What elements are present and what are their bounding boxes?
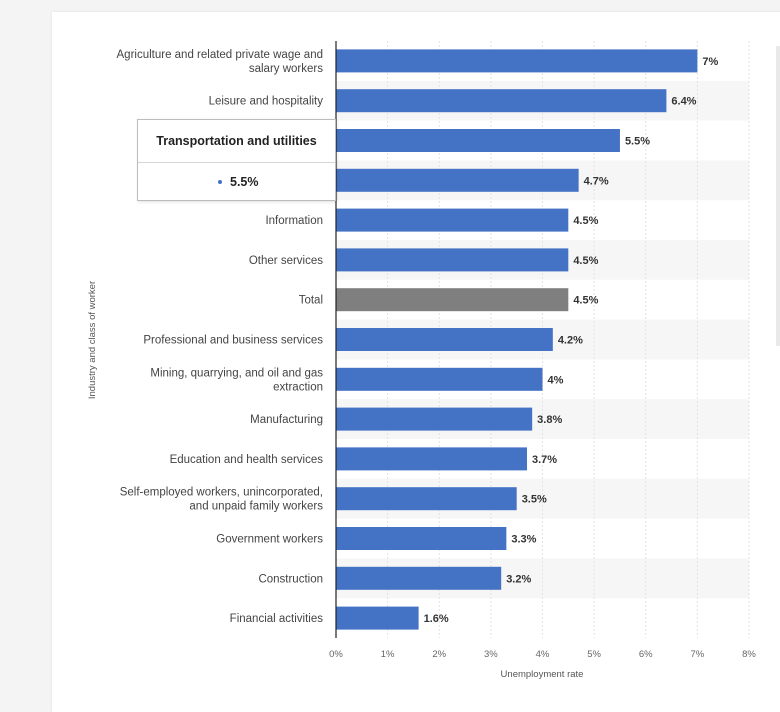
bar[interactable] (336, 447, 528, 471)
category-label: extraction (273, 381, 323, 393)
series-dot-icon (218, 180, 222, 184)
value-label: 3.3% (511, 534, 536, 546)
category-label: Other services (249, 255, 323, 267)
value-label: 1.6% (424, 613, 449, 625)
x-tick-label: 8% (742, 649, 756, 660)
x-tick-label: 4% (536, 649, 550, 660)
x-tick-label: 5% (587, 649, 601, 660)
value-label: 5.5% (625, 136, 650, 148)
bar[interactable] (336, 407, 533, 431)
bar[interactable] (336, 49, 698, 73)
category-label: Mining, quarrying, and oil and gas (150, 367, 323, 379)
side-panel-edge (776, 46, 780, 346)
value-label: 4.2% (558, 335, 583, 347)
bar[interactable] (336, 527, 507, 550)
bar[interactable] (336, 248, 569, 272)
bar[interactable] (336, 367, 543, 391)
x-tick-label: 6% (639, 649, 653, 660)
value-label: 4.5% (573, 255, 598, 267)
category-label: Total (299, 295, 323, 307)
bar[interactable] (336, 208, 569, 232)
category-label: Leisure and hospitality (209, 96, 324, 108)
value-label: 6.4% (671, 96, 696, 108)
category-label: Construction (258, 573, 323, 585)
category-label: salary workers (249, 63, 323, 75)
value-label: 4.5% (573, 295, 598, 307)
value-label: 3.7% (532, 454, 557, 466)
bar[interactable] (336, 168, 579, 192)
bar[interactable] (336, 129, 620, 152)
tooltip-value: 5.5% (230, 175, 259, 189)
bar[interactable] (336, 606, 419, 630)
x-axis-title: Unemployment rate (501, 669, 584, 680)
tooltip: Transportation and utilities 5.5% (137, 119, 336, 201)
category-label: Manufacturing (250, 414, 323, 426)
x-tick-label: 2% (432, 649, 446, 660)
x-tick-label: 0% (329, 649, 343, 660)
value-label: 3.8% (537, 414, 562, 426)
x-tick-label: 7% (691, 649, 705, 660)
y-axis-title: Industry and class of worker (87, 281, 98, 399)
tooltip-value-row: 5.5% (138, 163, 335, 201)
bar[interactable] (336, 566, 502, 590)
bar[interactable] (336, 89, 667, 113)
category-label: and unpaid family workers (189, 501, 323, 513)
value-label: 7% (702, 56, 718, 68)
category-label: Education and health services (170, 454, 324, 466)
tooltip-title: Transportation and utilities (138, 120, 335, 163)
category-label: Financial activities (230, 613, 324, 625)
category-label: Information (265, 215, 323, 227)
category-label: Self-employed workers, unincorporated, (120, 487, 323, 499)
value-label: 4.7% (584, 175, 609, 187)
value-label: 4% (548, 374, 564, 386)
bar[interactable] (336, 487, 517, 511)
bar[interactable] (336, 328, 553, 351)
category-label: Government workers (216, 534, 323, 546)
category-label: Agriculture and related private wage and (117, 49, 324, 61)
value-label: 3.2% (506, 573, 531, 585)
x-tick-label: 1% (381, 649, 395, 660)
x-tick-label: 3% (484, 649, 498, 660)
value-label: 4.5% (573, 215, 598, 227)
value-label: 3.5% (522, 494, 547, 506)
bar[interactable] (336, 288, 569, 312)
category-label: Professional and business services (143, 335, 323, 347)
